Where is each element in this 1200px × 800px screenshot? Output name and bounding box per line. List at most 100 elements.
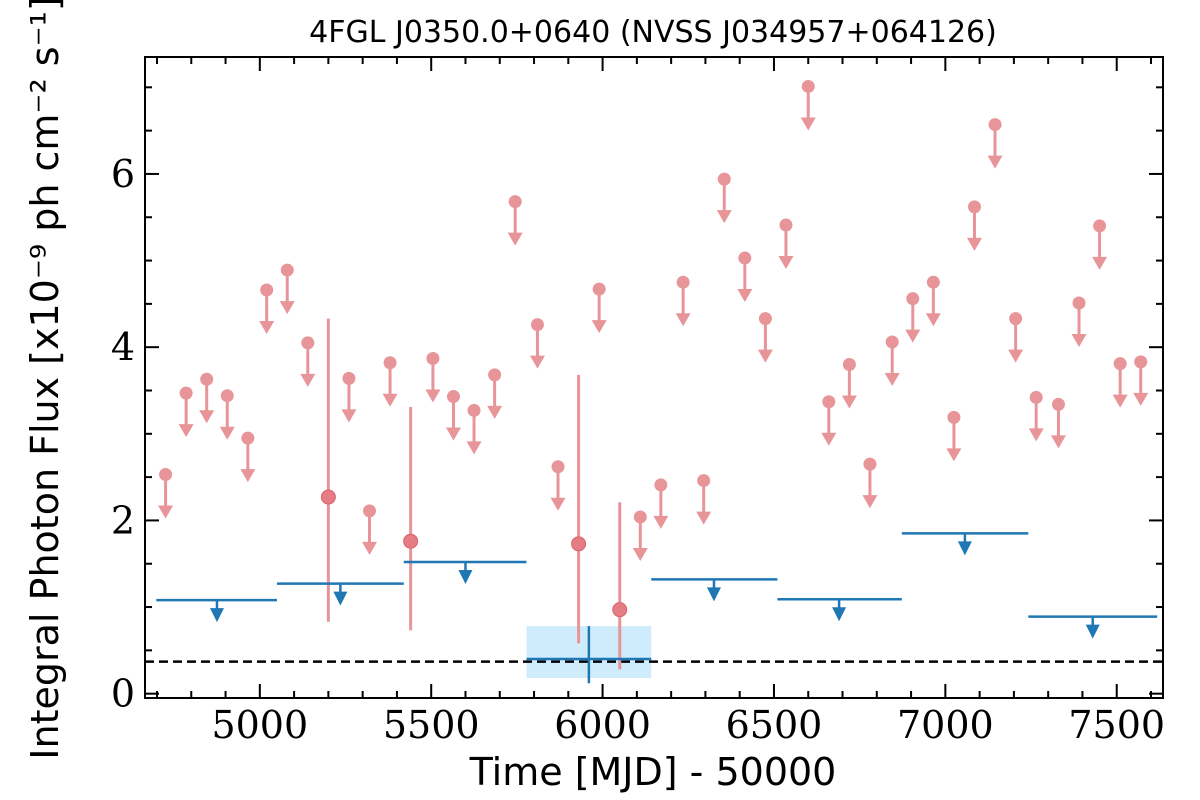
x-tick-label: 6500 (726, 703, 823, 747)
upper-limit-point-18 (592, 282, 606, 296)
x-tick-label: 7000 (897, 703, 994, 747)
x-axis-label: Time [MJD] - 50000 (469, 750, 837, 794)
upper-limit-point-28 (822, 395, 836, 409)
y-axis-label: Integral Photon Flux [x10⁻⁹ ph cm⁻² s⁻¹] (23, 0, 67, 760)
upper-limit-point-39 (1051, 397, 1065, 411)
upper-limit-point-25 (758, 312, 772, 326)
upper-limit-point-41 (1093, 219, 1107, 233)
upper-limit-arrow (466, 441, 482, 455)
upper-limit-arrow (696, 511, 712, 525)
x-tick-label: 6000 (554, 703, 651, 747)
upper-limit-point-29 (842, 358, 856, 372)
upper-limit-point-6 (280, 263, 294, 277)
upper-limit-point-23 (717, 172, 731, 186)
upper-limit-point-2 (200, 372, 214, 386)
upper-limit-point-31 (885, 335, 899, 349)
upper-limit-arrow (362, 541, 378, 555)
upper-limit-point-40 (1072, 296, 1086, 310)
upper-limit-arrow (445, 427, 461, 441)
upper-limit-arrow (946, 448, 962, 462)
upper-limit-point-33 (926, 275, 940, 289)
upper-limit-point-14 (488, 368, 502, 382)
upper-limit-point-16 (530, 318, 544, 332)
upper-limit-point-21 (676, 275, 690, 289)
upper-limit-point-43 (1134, 355, 1148, 369)
upper-limit-point-8 (342, 371, 356, 385)
detection-point-3 (612, 602, 628, 618)
upper-limit-arrow (841, 395, 857, 409)
upper-limit-arrow (716, 210, 732, 224)
x-tick-label: 5500 (383, 703, 480, 747)
upper-limit-arrow (279, 301, 295, 315)
upper-limit-point-34 (947, 410, 961, 424)
upper-limit-arrow (529, 355, 545, 369)
long-bin-upper-limit-arrow (458, 570, 473, 585)
upper-limit-point-7 (301, 336, 315, 350)
upper-limit-point-13 (467, 403, 481, 417)
upper-limit-arrow (199, 410, 215, 424)
long-bin-upper-limit-arrow (832, 607, 847, 622)
upper-limit-point-20 (654, 478, 668, 492)
upper-limit-point-10 (383, 356, 397, 370)
upper-limit-arrow (862, 495, 878, 509)
upper-limit-point-26 (779, 218, 793, 232)
upper-limit-point-19 (633, 510, 647, 524)
upper-limit-arrow (1050, 435, 1066, 449)
upper-limit-arrow (341, 409, 357, 423)
upper-limit-arrow (884, 372, 900, 386)
upper-limit-arrow (259, 321, 275, 335)
axis-ticks: 5000 5500 6000 6500 7000 7500 0 2 4 6 (111, 57, 1165, 747)
upper-limit-point-3 (220, 389, 234, 403)
long-bin-upper-limit-arrow (1085, 624, 1100, 639)
upper-limit-arrow (1092, 256, 1108, 270)
x-tick-label: 5000 (211, 703, 308, 747)
upper-limit-point-5 (260, 283, 274, 297)
long-bin-upper-limit-arrow (333, 591, 348, 606)
upper-limit-point-37 (1009, 312, 1023, 326)
upper-limit-arrow (778, 256, 794, 270)
upper-limit-arrow (487, 405, 503, 419)
upper-limit-arrow (1071, 334, 1087, 348)
upper-limit-arrow (1028, 428, 1044, 442)
upper-limit-point-30 (863, 457, 877, 471)
chart-title: 4FGL J0350.0+0640 (NVSS J034957+064126) (309, 15, 997, 50)
x-tick-label: 7500 (1068, 703, 1165, 747)
upper-limit-arrow (382, 393, 398, 407)
upper-limit-arrow (821, 432, 837, 446)
upper-limit-point-9 (363, 504, 377, 518)
upper-limit-arrow (240, 469, 256, 483)
upper-limit-arrow (1133, 392, 1149, 406)
long-bin-upper-limit-arrow (706, 587, 721, 602)
detection-point-0 (320, 489, 336, 505)
long-bin-upper-limit-arrow (209, 608, 224, 623)
detection-point-1 (403, 533, 419, 549)
y-tick-label: 2 (111, 498, 135, 542)
upper-limit-point-38 (1029, 390, 1043, 404)
y-tick-label: 6 (111, 152, 135, 196)
upper-limit-point-22 (697, 474, 711, 488)
upper-limit-point-42 (1113, 357, 1127, 371)
upper-limit-point-17 (551, 460, 565, 474)
y-tick-label: 0 (111, 672, 135, 716)
upper-limit-arrow (425, 389, 441, 403)
upper-limit-arrow (300, 373, 316, 387)
upper-limit-arrow (1112, 394, 1128, 408)
upper-limit-arrow (737, 288, 753, 302)
long-bin-upper-limit-arrow (957, 541, 972, 556)
plot-area (145, 79, 1163, 684)
upper-limit-point-4 (241, 431, 255, 445)
upper-limit-point-15 (508, 195, 522, 209)
upper-limit-arrow (757, 349, 773, 363)
upper-limit-arrow (632, 547, 648, 561)
upper-limit-arrow (966, 237, 982, 251)
upper-limit-point-11 (426, 351, 440, 365)
upper-limit-point-12 (446, 390, 460, 404)
upper-limit-arrow (800, 117, 816, 131)
upper-limit-point-36 (988, 118, 1002, 132)
upper-limit-arrow (987, 155, 1003, 169)
upper-limit-arrow (653, 515, 669, 529)
y-tick-label: 4 (111, 325, 135, 369)
upper-limit-arrow (925, 313, 941, 327)
upper-limit-arrow (1008, 349, 1024, 363)
